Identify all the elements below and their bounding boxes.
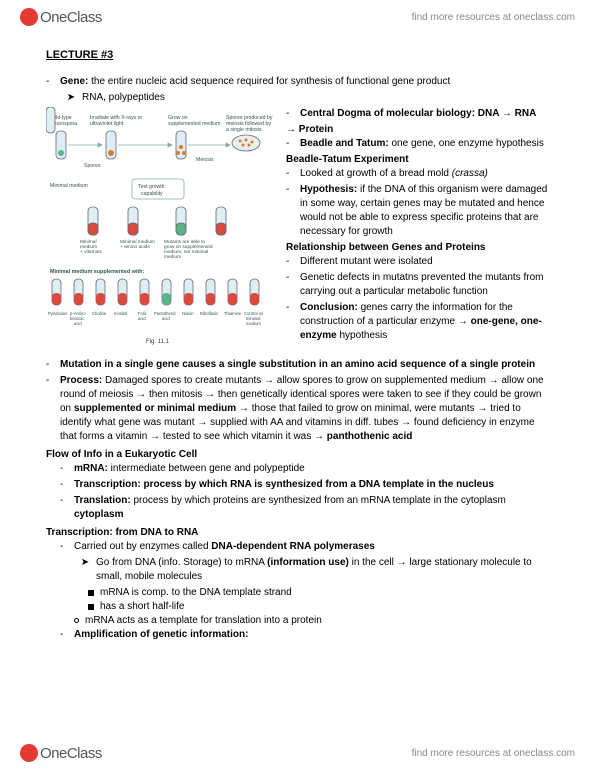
svg-text:Niacin: Niacin (182, 311, 194, 316)
svg-text:acid: acid (162, 316, 170, 321)
svg-text:medium: medium (246, 321, 261, 326)
brand-name: OneClass (40, 9, 102, 26)
txn-e: mRNA acts as a template for translation … (46, 614, 549, 628)
svg-text:Minimal medium supplemented wi: Minimal medium supplemented with: (50, 269, 145, 275)
svg-text:Minimal medium: Minimal medium (50, 183, 88, 189)
svg-text:Spores: Spores (84, 163, 101, 169)
svg-text:+ vitamins: + vitamins (80, 249, 102, 255)
brand-footer: OneClass (20, 744, 102, 762)
hypothesis: Hypothesis: if the DNA of this organism … (300, 183, 549, 239)
arrow-icon: ➤ (60, 91, 82, 105)
rel-title: Relationship between Genes and Proteins (286, 241, 549, 255)
central-dogma: Central Dogma of molecular biology: DNA … (300, 107, 549, 121)
svg-text:a single mitosis: a single mitosis (226, 127, 262, 133)
mutation-line: Mutation in a single gene causes a singl… (60, 358, 549, 372)
brand-logo-icon (20, 8, 38, 26)
lecture-title: LECTURE #3 (46, 48, 549, 63)
svg-text:Inositol: Inositol (114, 311, 127, 316)
svg-text:+ amino acids: + amino acids (120, 244, 150, 250)
bullet-square-icon (88, 590, 94, 596)
header-tagline: find more resources at oneclass.com (412, 12, 575, 23)
translation-line: Translation: process by which proteins a… (74, 494, 549, 522)
figure-caption: Fig. 11.1 (146, 339, 170, 345)
svg-text:medium: medium (164, 254, 181, 260)
rel-b: Genetic defects in mutatns prevented the… (300, 271, 549, 299)
txn-section: Transcription: from DNA to RNA -Carried … (46, 526, 549, 642)
conclusion: Conclusion: genes carry the information … (300, 301, 549, 343)
process-line: Process: Damaged spores to create mutant… (60, 374, 549, 444)
gene-def: Gene: the entire nucleic acid sequence r… (60, 75, 549, 89)
svg-text:Meiosis: Meiosis (196, 157, 214, 163)
svg-text:ultraviolet light: ultraviolet light (90, 121, 124, 127)
svg-text:Riboflavin: Riboflavin (200, 311, 219, 316)
beadle-tatum: Beadle and Tatum: one gene, one enzyme h… (300, 137, 549, 151)
brand-logo-icon (20, 744, 38, 762)
svg-text:capability: capability (141, 191, 163, 197)
page-header: OneClass find more resources at oneclass… (0, 0, 595, 34)
svg-text:Choline: Choline (92, 311, 107, 316)
txn-b: Go from DNA (info. Storage) to mRNA (inf… (96, 556, 549, 584)
footer-tagline: find more resources at oneclass.com (412, 748, 575, 759)
flow-title: Flow of Info in a Eukaryotic Cell (46, 449, 197, 460)
txn-a: Carried out by enzymes called DNA-depend… (74, 540, 549, 554)
bullet-square-icon (88, 604, 94, 610)
svg-text:acid: acid (138, 316, 146, 321)
exp-title: Beadle-Tatum Experiment (286, 153, 549, 167)
flow-section: Flow of Info in a Eukaryotic Cell -mRNA:… (46, 448, 549, 522)
page-content: LECTURE #3 - Gene: the entire nucleic ac… (0, 34, 595, 642)
mrna-line: mRNA: intermediate between gene and poly… (74, 462, 549, 476)
rel-a: Different mutant were isolated (300, 255, 549, 269)
brand: OneClass (20, 8, 102, 26)
gene-sub: RNA, polypeptides (82, 91, 549, 105)
txn-d: has a short half-life (46, 600, 549, 614)
svg-text:Pyridoxine: Pyridoxine (48, 311, 68, 316)
svg-text:Test growth: Test growth (138, 184, 165, 190)
svg-text:supplemented medium: supplemented medium (168, 121, 220, 127)
txn-amp: Amplification of genetic information: (74, 628, 549, 642)
brand-name-footer: OneClass (40, 745, 102, 762)
dogma-protein: → Protein (286, 123, 549, 137)
right-notes: -Central Dogma of molecular biology: DNA… (286, 107, 549, 352)
figure-and-notes-row: Wild-type Neurospora Irradiate with X-ra… (46, 107, 549, 352)
transcription-line: Transcription: process by which RNA is s… (74, 478, 549, 492)
svg-text:Thiamine: Thiamine (224, 311, 242, 316)
exp-look: Looked at growth of a bread mold (crassa… (300, 167, 549, 181)
experiment-figure: Wild-type Neurospora Irradiate with X-ra… (46, 107, 276, 352)
txn-c: mRNA is comp. to the DNA template strand (46, 586, 549, 600)
svg-text:acid: acid (74, 321, 82, 326)
page-footer: OneClass find more resources at oneclass… (0, 736, 595, 770)
txn-title: Transcription: from DNA to RNA (46, 527, 198, 538)
dash-icon: - (46, 75, 60, 89)
bullet-circle-icon (74, 618, 79, 623)
